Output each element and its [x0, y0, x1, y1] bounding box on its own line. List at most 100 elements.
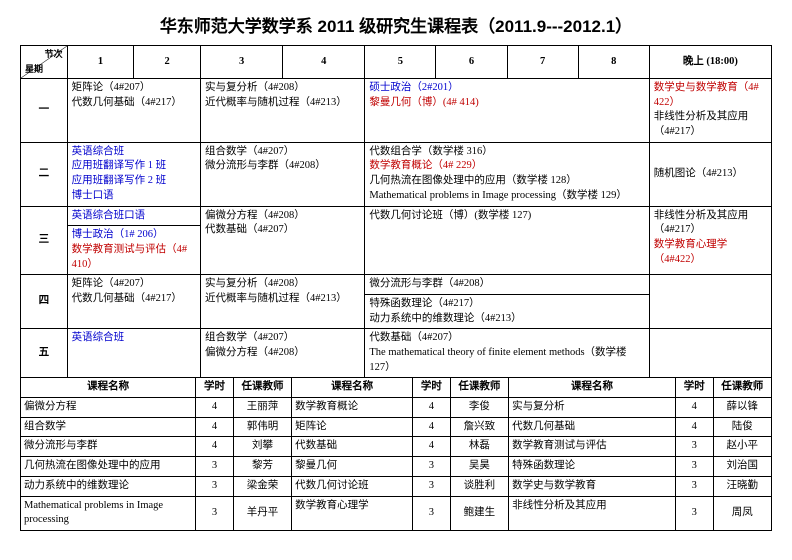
- course-hours: 3: [413, 457, 451, 477]
- tue-evening: 随机图论（4#213）: [649, 142, 771, 206]
- row-wed: 三 英语综合班口语 偏微分方程（4#208） 代数基础（4#207） 代数几何讨…: [21, 206, 772, 226]
- course-hours: 4: [675, 417, 713, 437]
- courselist-row: 微分流形与李群4刘攀代数基础4林磊数学教育测试与评估3赵小平: [21, 437, 772, 457]
- tue-34: 组合数学（4#207） 微分流形与李群（4#208）: [200, 142, 364, 206]
- course-teacher: 詹兴致: [450, 417, 508, 437]
- course-name: 几何热流在图像处理中的应用: [21, 457, 196, 477]
- wed-evening-a: 非线性分析及其应用（4#217）: [654, 210, 749, 236]
- course-name: 数学教育测试与评估: [509, 437, 676, 457]
- period-4: 4: [283, 46, 365, 79]
- wed-12bc: 博士政治（1# 206） 数学教育测试与评估（4# 410）: [67, 226, 200, 275]
- course-name: 代数几何基础: [509, 417, 676, 437]
- row-fri: 五 英语综合班 组合数学（4#207） 偏微分方程（4#208） 代数基础（4#…: [21, 329, 772, 378]
- course-hours: 3: [196, 457, 234, 477]
- course-name: 动力系统中的维数理论: [21, 476, 196, 496]
- course-teacher: 吴昊: [450, 457, 508, 477]
- fri-12: 英语综合班: [67, 329, 200, 378]
- mon-56: 硕士政治（2#201） 黎曼几何（博）(4# 414): [365, 79, 649, 143]
- course-teacher: 汪晓勤: [713, 476, 771, 496]
- course-teacher: 羊丹平: [233, 496, 291, 530]
- tue-56c: 几何热流在图像处理中的应用（数学楼 128）: [369, 175, 576, 186]
- day-fri: 五: [21, 329, 68, 378]
- course-teacher: 梁金荣: [233, 476, 291, 496]
- courselist-row: 动力系统中的维数理论3梁金荣代数几何讨论班3谈胜利数学史与数学教育3汪晓勤: [21, 476, 772, 496]
- tue-56: 代数组合学（数学楼 316） 数学教育概论（4# 229） 几何热流在图像处理中…: [365, 142, 649, 206]
- course-teacher: 陆俊: [713, 417, 771, 437]
- course-hours: 3: [413, 496, 451, 530]
- tue-56a: 代数组合学（数学楼 316）: [369, 146, 492, 157]
- period-5: 5: [365, 46, 436, 79]
- course-name: 数学史与数学教育: [509, 476, 676, 496]
- tue-12: 英语综合班 应用班翻译写作 1 班 应用班翻译写作 2 班 博士口语: [67, 142, 200, 206]
- wed-12c: 数学教育测试与评估（4# 410）: [72, 244, 188, 270]
- course-teacher: 薛以锋: [713, 398, 771, 418]
- course-name: 黎曼几何: [292, 457, 413, 477]
- course-name: 实与复分析: [509, 398, 676, 418]
- course-hours: 4: [413, 437, 451, 457]
- courselist-header-row: 课程名称 学时 任课教师 课程名称 学时 任课教师 课程名称 学时 任课教师: [21, 378, 772, 398]
- course-teacher: 郭伟明: [233, 417, 291, 437]
- course-teacher: 赵小平: [713, 437, 771, 457]
- evening-header: 晚上 (18:00): [649, 46, 771, 79]
- day-thu: 四: [21, 275, 68, 329]
- course-teacher: 周凤: [713, 496, 771, 530]
- course-name: 代数基础: [292, 437, 413, 457]
- schedule-table: 节次 星期 1 2 3 4 5 6 7 8 晚上 (18:00) 一 矩阵论（4…: [20, 45, 772, 378]
- h-hours-3: 学时: [675, 378, 713, 398]
- course-teacher: 李俊: [450, 398, 508, 418]
- course-teacher: 谈胜利: [450, 476, 508, 496]
- corner-cell: 节次 星期: [21, 46, 68, 79]
- row-tue: 二 英语综合班 应用班翻译写作 1 班 应用班翻译写作 2 班 博士口语 组合数…: [21, 142, 772, 206]
- course-hours: 3: [675, 457, 713, 477]
- course-name: 代数几何讨论班: [292, 476, 413, 496]
- mon-56b: 黎曼几何（博）(4# 414): [369, 97, 478, 108]
- course-teacher: 刘治国: [713, 457, 771, 477]
- row-mon: 一 矩阵论（4#207） 代数几何基础（4#217） 实与复分析（4#208） …: [21, 79, 772, 143]
- course-hours: 3: [675, 476, 713, 496]
- courselist-row: Mathematical problems in Image processin…: [21, 496, 772, 530]
- tue-56b: 数学教育概论（4# 229）: [369, 160, 482, 171]
- course-list-table: 课程名称 学时 任课教师 课程名称 学时 任课教师 课程名称 学时 任课教师 偏…: [20, 377, 772, 531]
- corner-top: 节次: [45, 48, 63, 61]
- course-hours: 3: [675, 496, 713, 530]
- thu-12: 矩阵论（4#207） 代数几何基础（4#217）: [67, 275, 200, 329]
- course-name: 组合数学: [21, 417, 196, 437]
- thu-34: 实与复分析（4#208） 近代概率与随机过程（4#213）: [200, 275, 364, 329]
- page-title: 华东师范大学数学系 2011 级研究生课程表（2011.9---2012.1）: [20, 12, 772, 37]
- course-hours: 4: [413, 398, 451, 418]
- course-name: 特殊函数理论: [509, 457, 676, 477]
- fri-evening: [649, 329, 771, 378]
- period-2: 2: [134, 46, 201, 79]
- course-name: 数学教育心理学: [292, 496, 413, 530]
- mon-34: 实与复分析（4#208） 近代概率与随机过程（4#213）: [200, 79, 364, 143]
- course-hours: 3: [413, 476, 451, 496]
- wed-12b: 博士政治（1# 206）: [72, 229, 164, 240]
- course-teacher: 刘攀: [233, 437, 291, 457]
- mon-evening-b: 非线性分析及其应用（4#217）: [654, 111, 749, 137]
- header-row: 节次 星期 1 2 3 4 5 6 7 8 晚上 (18:00): [21, 46, 772, 79]
- h-name-3: 课程名称: [509, 378, 676, 398]
- course-hours: 3: [196, 476, 234, 496]
- tue-12b: 应用班翻译写作 1 班: [72, 160, 167, 171]
- h-name-2: 课程名称: [292, 378, 413, 398]
- thu-56top: 微分流形与李群（4#208）: [365, 275, 649, 295]
- course-teacher: 鲍建生: [450, 496, 508, 530]
- period-3: 3: [200, 46, 282, 79]
- course-hours: 4: [675, 398, 713, 418]
- course-name: 微分流形与李群: [21, 437, 196, 457]
- wed-evening-b: 数学教育心理学（4#422）: [654, 239, 728, 265]
- tue-12d: 博士口语: [72, 190, 114, 201]
- period-7: 7: [507, 46, 578, 79]
- course-hours: 4: [196, 437, 234, 457]
- period-1: 1: [67, 46, 134, 79]
- course-name: 偏微分方程: [21, 398, 196, 418]
- h-teacher-2: 任课教师: [450, 378, 508, 398]
- course-name: Mathematical problems in Image processin…: [21, 496, 196, 530]
- day-mon: 一: [21, 79, 68, 143]
- course-teacher: 黎芳: [233, 457, 291, 477]
- course-name: 矩阵论: [292, 417, 413, 437]
- h-teacher-3: 任课教师: [713, 378, 771, 398]
- course-hours: 4: [413, 417, 451, 437]
- period-8: 8: [578, 46, 649, 79]
- course-teacher: 王丽萍: [233, 398, 291, 418]
